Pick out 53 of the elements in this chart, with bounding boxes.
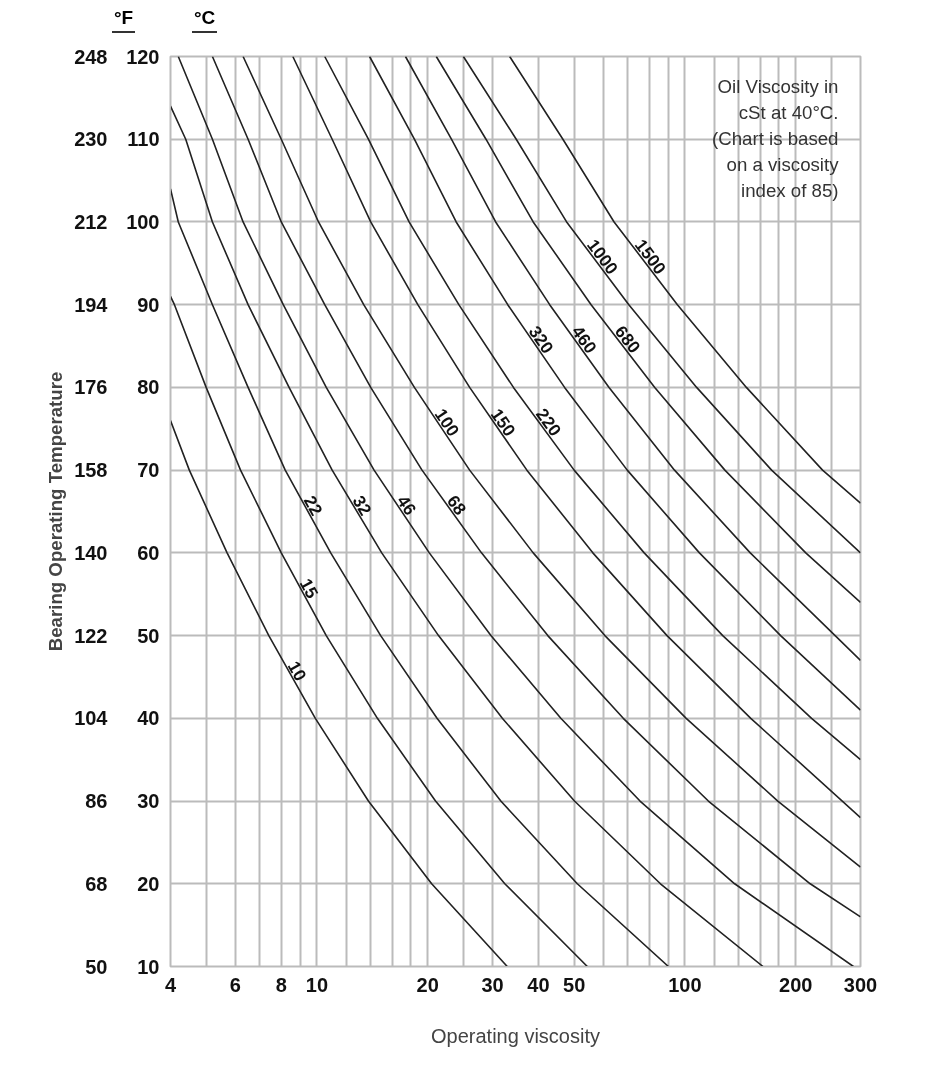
text: 100	[430, 404, 464, 441]
y-axis-title: Bearing Operating Temperature	[45, 371, 67, 652]
x-tick-label: 4	[164, 973, 177, 996]
y2-tick-label: 110	[127, 128, 160, 151]
text: 10	[283, 657, 311, 685]
y-tick-label: 158	[74, 459, 108, 482]
text: 15	[295, 575, 323, 602]
text: 320	[524, 322, 558, 358]
y2-tick-label: 80	[137, 376, 160, 399]
y-tick-label: 68	[85, 872, 108, 895]
y2-tick-label: 120	[126, 45, 160, 68]
y-tick-label: 212	[74, 210, 108, 233]
x-tick-label: 200	[779, 973, 813, 996]
y2-tick-label: 100	[126, 210, 160, 233]
y2-tick-label: 70	[137, 459, 160, 482]
text: 150	[486, 404, 520, 440]
x-tick-label: 10	[305, 973, 329, 996]
y-tick-label: 248	[74, 45, 108, 68]
text: 46	[393, 491, 421, 520]
y2-tick-label: 40	[137, 707, 160, 730]
text: 680	[610, 321, 645, 357]
y-tick-label: 122	[74, 624, 108, 647]
x-tick-label: 8	[275, 973, 287, 996]
text: 220	[532, 404, 566, 440]
text: 22	[299, 492, 327, 519]
x-tick-label: 20	[416, 973, 439, 996]
annotation: (Chart is based on a viscosity index of 85)	[712, 127, 840, 201]
y2-axis-title: °C	[192, 4, 218, 34]
y2-tick-label: 30	[137, 790, 160, 813]
x-tick-label: 6	[229, 973, 241, 996]
text: 68	[442, 491, 471, 519]
y2-tick-label: 50	[137, 624, 160, 647]
x-axis-title: Operating viscosity	[431, 1024, 600, 1047]
annotation: Oil Viscosity in cSt at 40°C.	[717, 75, 839, 123]
y-tick-label: 86	[85, 790, 108, 813]
x-tick-label: 50	[563, 973, 586, 996]
y-tick-label: 50	[85, 955, 108, 978]
y-tick-label: 176	[74, 376, 108, 399]
text: 32	[348, 492, 376, 519]
y-tick-label: 194	[74, 293, 109, 316]
y2-tick-label: 90	[137, 293, 160, 316]
text: 460	[567, 321, 601, 358]
y-tick-label: 104	[74, 707, 109, 730]
y2-tick-label: 20	[137, 872, 160, 895]
y2-tick-label: 10	[137, 955, 160, 978]
y-tick-label: 140	[74, 541, 108, 564]
text: °F	[112, 4, 136, 34]
x-tick-label: 100	[668, 973, 702, 996]
y2-tick-label: 60	[137, 541, 160, 564]
x-tick-label: 40	[527, 973, 550, 996]
x-tick-label: 300	[843, 973, 878, 996]
x-tick-label: 30	[481, 973, 504, 996]
y-tick-label: 230	[74, 128, 108, 151]
